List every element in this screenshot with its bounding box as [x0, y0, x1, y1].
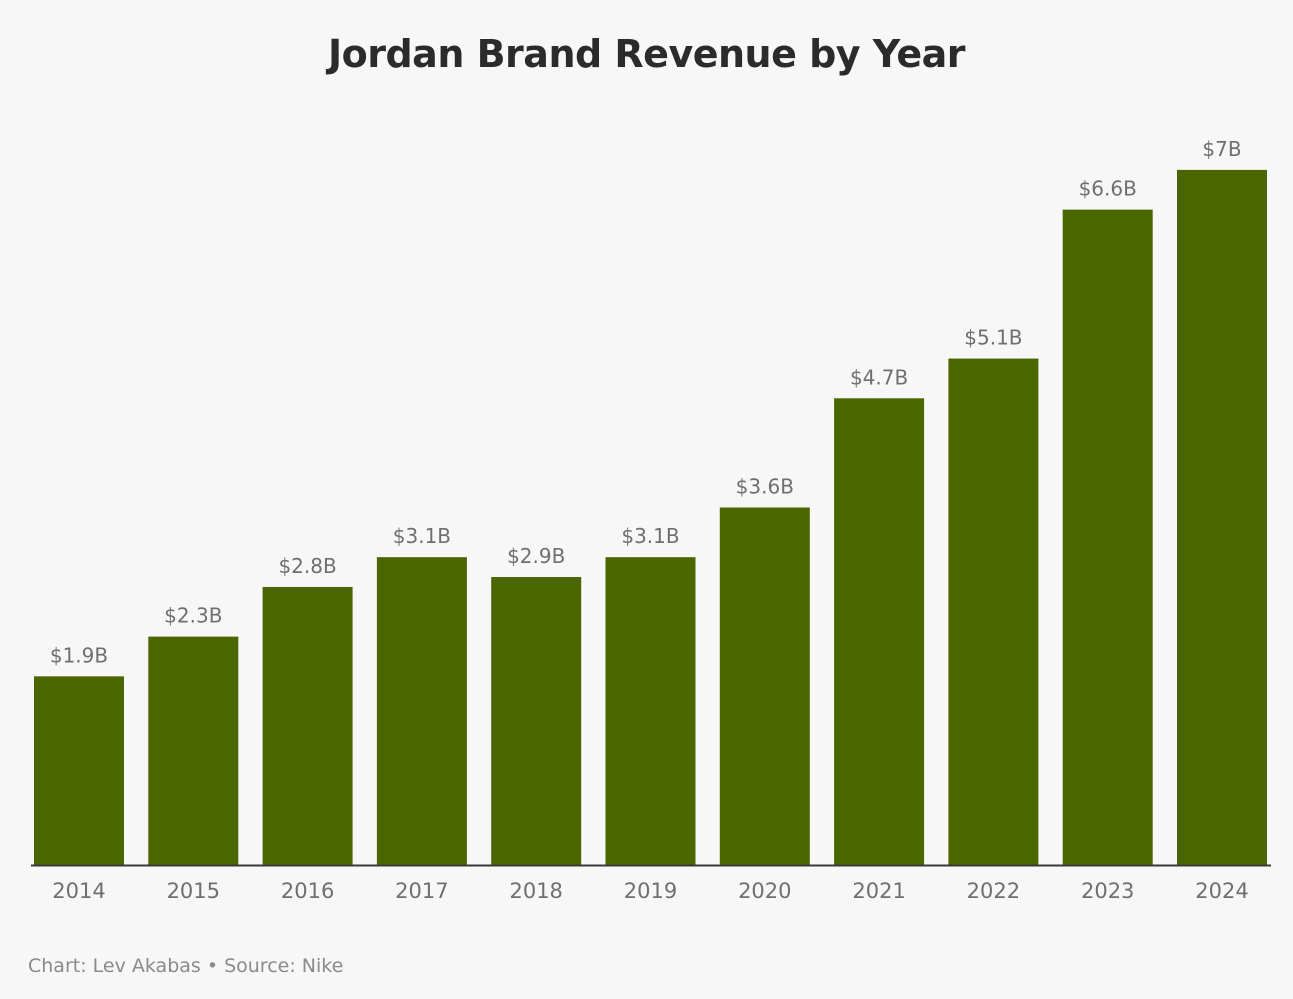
x-tick-label-2015: 2015	[167, 879, 220, 903]
x-tick-label-2019: 2019	[624, 879, 677, 903]
source-credit: Chart: Lev Akabas • Source: Nike	[28, 955, 344, 977]
value-label-2020: $3.6B	[736, 475, 794, 499]
bar-2019	[605, 557, 696, 865]
value-label-2014: $1.9B	[50, 643, 108, 667]
x-tick-label-2018: 2018	[509, 879, 562, 903]
x-tick-label-2020: 2020	[738, 879, 791, 903]
x-tick-labels-group: 2014 2015 2016 2017 2018 2019 2020 2021 2022 2023…	[52, 879, 1248, 903]
value-labels-group: $1.9B $2.3B $2.8B $3.1B $2.9B $3.1B $3.6B $4.7B…	[50, 137, 1242, 667]
x-tick-label-2024: 2024	[1195, 879, 1248, 903]
bar-2016	[262, 586, 353, 865]
x-tick-label-2021: 2021	[852, 879, 905, 903]
bar-2014	[34, 676, 124, 865]
value-label-2015: $2.3B	[164, 604, 222, 628]
chart-title: Jordan Brand Revenue by Year	[327, 32, 966, 76]
value-label-2022: $5.1B	[964, 326, 1022, 350]
x-tick-label-2017: 2017	[395, 879, 448, 903]
value-label-2016: $2.8B	[278, 554, 336, 578]
value-label-2018: $2.9B	[507, 544, 565, 568]
value-label-2024: $7B	[1202, 137, 1241, 161]
value-label-2021: $4.7B	[850, 365, 908, 389]
value-label-2023: $6.6B	[1079, 177, 1137, 201]
bar-2017	[376, 557, 467, 865]
bar-2015	[148, 636, 239, 865]
x-tick-label-2022: 2022	[967, 879, 1020, 903]
bar-2020	[719, 507, 810, 865]
bar-2018	[491, 577, 582, 865]
x-tick-label-2016: 2016	[281, 879, 334, 903]
bars-group	[34, 169, 1267, 865]
x-tick-label-2023: 2023	[1081, 879, 1134, 903]
bar-2021	[834, 398, 925, 865]
bar-2022	[948, 358, 1039, 865]
bar-2023	[1062, 209, 1153, 865]
bar-2024	[1177, 169, 1267, 865]
value-label-2017: $3.1B	[393, 524, 451, 548]
x-tick-label-2014: 2014	[52, 879, 105, 903]
value-label-2019: $3.1B	[621, 524, 679, 548]
